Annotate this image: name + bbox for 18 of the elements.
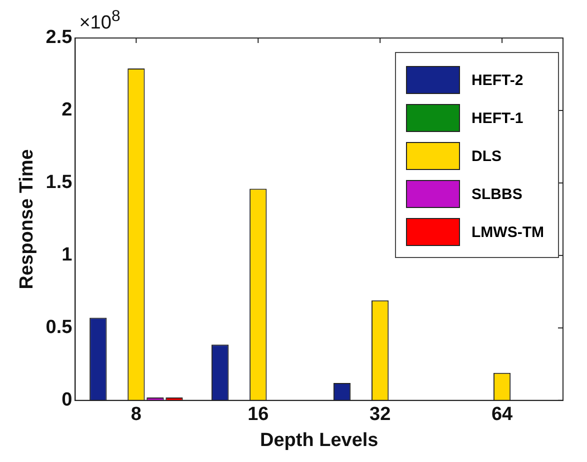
x-tick-label: 16 [248, 404, 269, 426]
legend-label: SLBBS [472, 186, 522, 202]
y-tick-label: 0 [62, 390, 72, 411]
x-tick-label: 32 [370, 404, 391, 426]
y-tick-label: 1 [62, 244, 73, 266]
legend-label: HEFT-2 [472, 72, 524, 88]
y-axis-title: Response Time [16, 149, 38, 290]
x-tick-label: 8 [130, 404, 142, 426]
y-tick-label: 0.5 [46, 317, 73, 338]
y-tick-label: 2 [62, 100, 72, 121]
x-tick-label: 64 [491, 404, 514, 426]
legend-label: HEFT-1 [472, 110, 524, 126]
y-tick-label: 1.5 [46, 172, 73, 194]
text: ×10$^{8}$ [79, 8, 120, 34]
x-axis-title: Depth Levels [260, 430, 378, 451]
legend-label: DLS [472, 148, 502, 164]
legend-label: LMWS-TM [472, 224, 544, 240]
y-tick-label: 2.5 [46, 27, 73, 48]
